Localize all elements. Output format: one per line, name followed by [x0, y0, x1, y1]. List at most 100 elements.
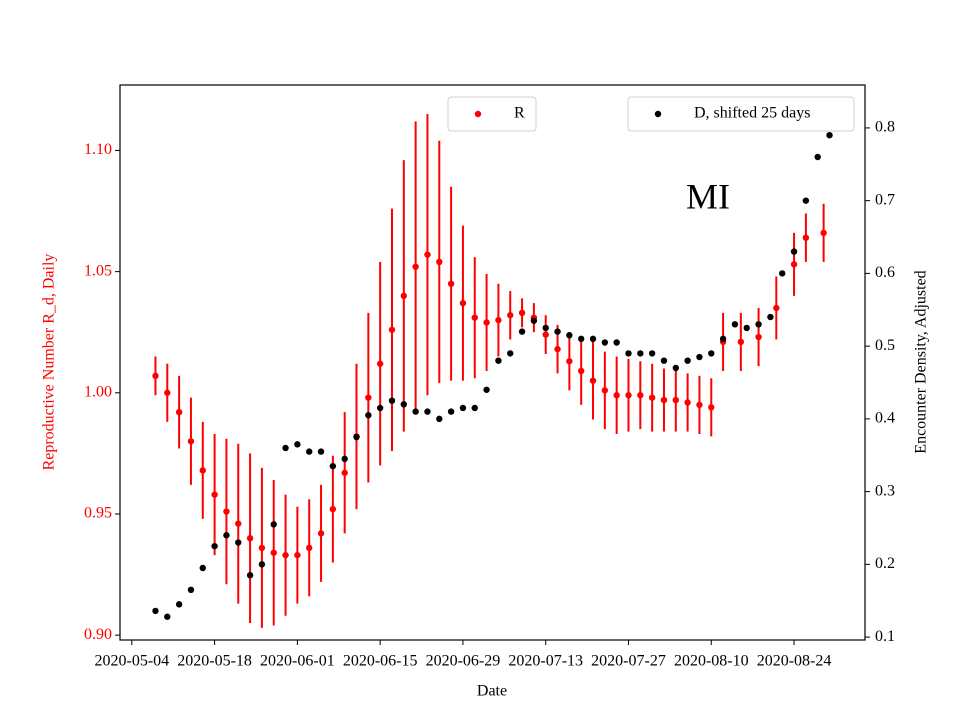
y-axis-label: Reproductive Number R_d, Daily — [41, 254, 58, 471]
data-point — [175, 601, 183, 608]
legend-marker — [654, 110, 662, 118]
y-tick-label: 1.10 — [84, 141, 112, 158]
x-tick-label: 2020-06-15 — [343, 653, 418, 670]
data-point — [365, 394, 372, 401]
data-point — [554, 328, 561, 335]
data-point — [708, 404, 715, 411]
data-point — [507, 312, 514, 319]
data-point — [306, 544, 313, 552]
data-point — [601, 339, 609, 346]
y2-axis-label: Encounter Density, Adjusted — [913, 270, 930, 453]
data-point — [317, 448, 325, 455]
data-point — [388, 397, 396, 404]
data-point — [648, 350, 656, 357]
x-tick-label: 2020-06-29 — [426, 653, 501, 670]
data-point — [648, 394, 656, 401]
data-point — [365, 412, 372, 419]
data-point — [164, 613, 171, 620]
data-point — [211, 542, 218, 550]
data-point — [483, 319, 490, 326]
data-point — [424, 251, 431, 258]
y2-tick-label: 0.8 — [875, 119, 895, 136]
data-point — [719, 335, 727, 343]
data-point — [376, 404, 384, 412]
x-tick-label: 2020-08-10 — [674, 653, 749, 670]
data-point — [294, 551, 301, 559]
data-point — [820, 229, 827, 237]
x-tick-label: 2020-05-04 — [94, 653, 169, 670]
data-point — [282, 551, 289, 559]
data-point — [708, 350, 715, 357]
data-point — [779, 270, 786, 277]
data-point — [199, 467, 206, 474]
data-point — [152, 607, 159, 615]
data-point — [187, 586, 195, 594]
data-point — [175, 408, 183, 416]
x-tick-label: 2020-06-01 — [260, 653, 335, 670]
y2-tick-label: 0.1 — [875, 628, 895, 645]
data-point — [258, 561, 266, 568]
data-point — [495, 357, 502, 364]
data-point — [684, 399, 691, 406]
data-point — [577, 335, 585, 343]
data-point — [696, 401, 703, 409]
data-point — [660, 357, 668, 364]
data-point — [329, 505, 337, 513]
x-tick-label: 2020-07-13 — [508, 653, 583, 670]
data-point — [814, 153, 821, 161]
data-point — [282, 444, 289, 452]
data-point — [164, 389, 171, 396]
data-point — [388, 326, 396, 333]
data-point — [152, 372, 159, 380]
y2-tick-label: 0.6 — [875, 264, 895, 281]
annotation: MI — [686, 176, 730, 216]
data-point — [436, 415, 443, 423]
data-point — [471, 404, 478, 412]
data-point — [577, 367, 585, 375]
legend-box — [627, 96, 855, 132]
data-point — [258, 544, 266, 552]
data-point — [235, 520, 242, 527]
y2-tick-label: 0.3 — [875, 482, 895, 499]
data-point — [246, 572, 254, 579]
data-point — [246, 535, 254, 542]
legend-label: D, shifted 25 days — [694, 105, 810, 122]
data-point — [743, 324, 750, 332]
y-tick-label: 1.00 — [84, 383, 112, 400]
data-point — [637, 392, 644, 399]
data-point — [755, 333, 762, 341]
y2-tick-label: 0.5 — [875, 337, 895, 354]
data-point — [637, 350, 644, 357]
data-point — [755, 321, 762, 328]
data-point — [554, 345, 561, 353]
data-point — [802, 234, 810, 241]
data-point — [270, 521, 277, 528]
data-point — [400, 292, 408, 300]
data-point — [601, 387, 609, 394]
data-point — [731, 321, 739, 328]
data-point — [790, 248, 798, 255]
data-point — [613, 392, 620, 399]
data-point — [199, 564, 206, 572]
y-tick-label: 0.95 — [84, 505, 112, 522]
data-point — [566, 332, 573, 339]
data-point — [767, 313, 774, 321]
data-point — [353, 433, 360, 441]
data-point — [495, 316, 502, 324]
data-point — [790, 261, 798, 268]
data-point — [483, 386, 490, 393]
data-point — [211, 491, 218, 498]
data-point — [518, 309, 526, 317]
data-point — [660, 396, 668, 404]
x-tick-label: 2020-08-24 — [757, 653, 832, 670]
data-point — [329, 462, 337, 470]
data-point — [507, 350, 514, 357]
y2-tick-label: 0.2 — [875, 555, 895, 572]
data-point — [459, 299, 467, 307]
legend-box — [447, 96, 537, 132]
data-point — [376, 360, 384, 367]
data-point — [400, 401, 408, 408]
data-point — [802, 197, 810, 204]
data-point — [672, 396, 679, 404]
data-point — [589, 377, 597, 384]
